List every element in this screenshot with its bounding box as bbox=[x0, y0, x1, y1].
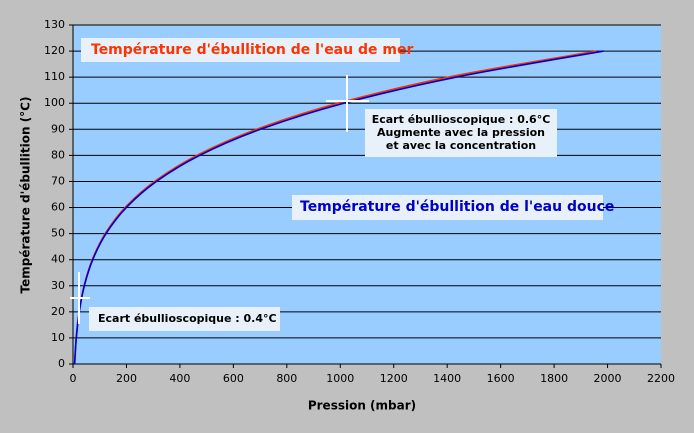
annotation: Augmente avec la pression bbox=[377, 126, 545, 139]
x-tick-label: 1600 bbox=[487, 372, 515, 385]
x-tick-label: 800 bbox=[276, 372, 297, 385]
annotation: Ecart ébullioscopique : 0.4°C bbox=[98, 312, 277, 325]
x-tick-label: 600 bbox=[223, 372, 244, 385]
y-axis-label: Température d'ébullition (°C) bbox=[19, 97, 33, 294]
y-tick-label: 80 bbox=[51, 148, 65, 161]
y-tick-label: 70 bbox=[51, 174, 65, 187]
series-label: Température d'ébullition de l'eau douce bbox=[300, 199, 614, 215]
crosshair bbox=[70, 75, 369, 324]
annotation-box bbox=[89, 307, 280, 331]
x-tick-label: 200 bbox=[116, 372, 137, 385]
label-box bbox=[81, 38, 400, 62]
y-tick-label: 130 bbox=[44, 18, 65, 31]
x-tick-label: 1800 bbox=[540, 372, 568, 385]
x-tick-label: 2200 bbox=[647, 372, 675, 385]
series-label: Température d'ébullition de l'eau de mer bbox=[91, 42, 413, 58]
y-tick-label: 50 bbox=[51, 227, 65, 240]
y-tick-label: 90 bbox=[51, 122, 65, 135]
y-tick-label: 20 bbox=[51, 305, 65, 318]
x-tick-label: 400 bbox=[169, 372, 190, 385]
y-tick-label: 10 bbox=[51, 331, 65, 344]
x-tick-label: 2000 bbox=[594, 372, 622, 385]
x-tick-label: 1400 bbox=[433, 372, 461, 385]
x-axis-label: Pression (mbar) bbox=[308, 399, 416, 413]
y-tick-label: 60 bbox=[51, 201, 65, 214]
x-tick-label: 1000 bbox=[326, 372, 354, 385]
x-tick-label: 1200 bbox=[380, 372, 408, 385]
annotation: Ecart ébullioscopique : 0.6°C bbox=[372, 113, 551, 126]
y-tick-label: 0 bbox=[58, 357, 65, 370]
y-tick-label: 100 bbox=[44, 96, 65, 109]
annotation: et avec la concentration bbox=[386, 139, 536, 152]
annotation-box bbox=[365, 109, 557, 157]
y-tick-label: 110 bbox=[44, 70, 65, 83]
x-tick-label: 0 bbox=[70, 372, 77, 385]
y-tick-label: 40 bbox=[51, 253, 65, 266]
y-tick-label: 120 bbox=[44, 44, 65, 57]
y-tick-label: 30 bbox=[51, 279, 65, 292]
label-box bbox=[292, 195, 603, 220]
